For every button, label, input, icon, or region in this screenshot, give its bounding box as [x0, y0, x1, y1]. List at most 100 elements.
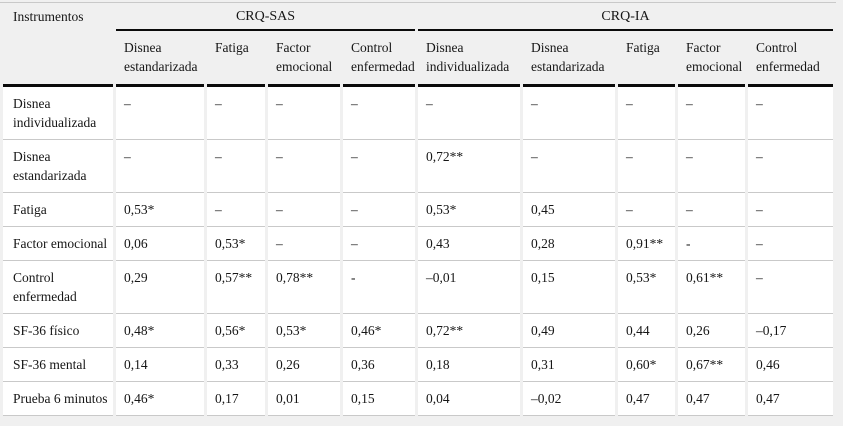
table-row: SF-36 mental 0,14 0,33 0,26 0,36 0,18 0,31 0,60…	[3, 348, 834, 382]
value-cell: 0,46	[748, 348, 834, 382]
value-cell: –	[618, 193, 676, 227]
value-cell: –	[748, 87, 834, 140]
table-row: Control enfermedad 0,29 0,57** 0,78** - –0,01…	[3, 261, 834, 314]
table-header: Instrumentos CRQ-SAS CRQ-IA Disnea estan…	[3, 3, 834, 87]
table-row: Prueba 6 minutos 0,46* 0,17 0,01 0,15 0,04 –0,…	[3, 382, 834, 416]
value-cell: 0,15	[523, 261, 616, 314]
value-cell: 0,67**	[678, 348, 746, 382]
value-cell: –0,17	[748, 314, 834, 348]
value-cell: 0,53*	[207, 227, 265, 261]
value-cell: –	[268, 227, 340, 261]
column-header-7: Fatiga	[618, 31, 676, 87]
value-cell: 0,31	[523, 348, 616, 382]
group-header-crq-sas: CRQ-SAS	[116, 3, 416, 31]
value-cell: –	[343, 87, 416, 140]
value-cell: 0,72**	[418, 140, 521, 193]
table-row: Disnea individualizada – – – – – – – – –	[3, 87, 834, 140]
value-cell: 0,49	[523, 314, 616, 348]
value-cell: 0,26	[678, 314, 746, 348]
table-row: Disnea estandarizada – – – –0,72** – – – –	[3, 140, 834, 193]
value-cell: 0,48*	[116, 314, 204, 348]
value-cell: –	[268, 140, 340, 193]
value-cell: 0,53*	[116, 193, 204, 227]
group-header-row: Instrumentos CRQ-SAS CRQ-IA	[3, 3, 834, 87]
value-cell: –	[678, 193, 746, 227]
value-cell: 0,53*	[618, 261, 676, 314]
table-row: Fatiga 0,53* – – –0,53* 0,45– – –	[3, 193, 834, 227]
value-cell: –	[678, 140, 746, 193]
row-label: Control enfermedad	[3, 261, 113, 314]
value-cell: 0,46*	[116, 382, 204, 416]
value-cell: 0,53*	[418, 193, 521, 227]
value-cell: –	[343, 227, 416, 261]
value-cell: 0,04	[418, 382, 521, 416]
row-label: SF-36 físico	[3, 314, 113, 348]
value-cell: -	[678, 227, 746, 261]
row-label: SF-36 mental	[3, 348, 113, 382]
table-row: Factor emocional 0,06 0,53* – –0,43 0,28 0,91*…	[3, 227, 834, 261]
value-cell: 0,91**	[618, 227, 676, 261]
row-label: Disnea estandarizada	[3, 140, 113, 193]
column-header-8: Factor emocional	[678, 31, 746, 87]
row-label: Disnea individualizada	[3, 87, 113, 140]
value-cell: 0,26	[268, 348, 340, 382]
value-cell: –	[618, 87, 676, 140]
value-cell: 0,61**	[678, 261, 746, 314]
value-cell: 0,60*	[618, 348, 676, 382]
column-header-5: Disnea individualizada	[418, 31, 521, 87]
value-cell: -	[343, 261, 416, 314]
column-header-4: Control enfermedad	[343, 31, 416, 87]
value-cell: 0,14	[116, 348, 204, 382]
value-cell: 0,43	[418, 227, 521, 261]
value-cell: 0,33	[207, 348, 265, 382]
value-cell: –	[207, 87, 265, 140]
value-cell: 0,28	[523, 227, 616, 261]
column-header-row: Disnea estandarizada Fatiga Factor emocion…	[3, 31, 834, 87]
value-cell: –	[748, 227, 834, 261]
value-cell: –	[116, 87, 204, 140]
table-body: Disnea individualizada – – – – – – – – – Disnea es…	[3, 87, 834, 416]
value-cell: 0,01	[268, 382, 340, 416]
value-cell: 0,53*	[268, 314, 340, 348]
value-cell: 0,44	[618, 314, 676, 348]
column-header-6: Disnea estandarizada	[523, 31, 616, 87]
table-row: SF-36 físico 0,48* 0,56* 0,53* 0,46* 0,72** 0,…	[3, 314, 834, 348]
row-label: Prueba 6 minutos	[3, 382, 113, 416]
value-cell: 0,45	[523, 193, 616, 227]
column-header-1: Disnea estandarizada	[116, 31, 204, 87]
value-cell: –	[343, 193, 416, 227]
corner-header-instrumentos: Instrumentos	[3, 3, 113, 87]
value-cell: 0,36	[343, 348, 416, 382]
value-cell: –	[343, 140, 416, 193]
value-cell: 0,57**	[207, 261, 265, 314]
value-cell: –	[748, 193, 834, 227]
value-cell: –	[116, 140, 204, 193]
value-cell: –	[207, 140, 265, 193]
value-cell: 0,29	[116, 261, 204, 314]
row-label: Factor emocional	[3, 227, 113, 261]
row-label: Fatiga	[3, 193, 113, 227]
value-cell: –	[268, 193, 340, 227]
column-header-9: Control enfermedad	[748, 31, 834, 87]
value-cell: –	[748, 261, 834, 314]
value-cell: 0,06	[116, 227, 204, 261]
value-cell: –0,02	[523, 382, 616, 416]
value-cell: 0,72**	[418, 314, 521, 348]
value-cell: 0,47	[618, 382, 676, 416]
value-cell: 0,17	[207, 382, 265, 416]
value-cell: 0,15	[343, 382, 416, 416]
value-cell: –	[678, 87, 746, 140]
correlation-table: Instrumentos CRQ-SAS CRQ-IA Disnea estan…	[0, 2, 837, 416]
value-cell: 0,47	[748, 382, 834, 416]
value-cell: –	[523, 87, 616, 140]
value-cell: –0,01	[418, 261, 521, 314]
value-cell: 0,78**	[268, 261, 340, 314]
column-header-3: Factor emocional	[268, 31, 340, 87]
value-cell: 0,56*	[207, 314, 265, 348]
group-header-crq-ia: CRQ-IA	[418, 3, 834, 31]
column-header-2: Fatiga	[207, 31, 265, 87]
value-cell: –	[207, 193, 265, 227]
value-cell: –	[418, 87, 521, 140]
value-cell: –	[268, 87, 340, 140]
